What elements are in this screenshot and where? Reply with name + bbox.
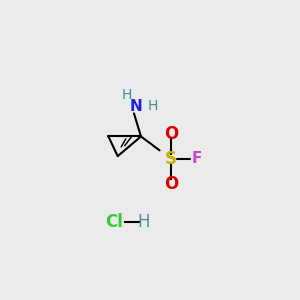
Text: O: O <box>164 175 178 193</box>
Text: O: O <box>164 125 178 143</box>
Text: Cl: Cl <box>105 213 123 231</box>
Text: H: H <box>137 213 149 231</box>
Text: S: S <box>165 150 177 168</box>
Text: H: H <box>147 100 158 113</box>
Text: H: H <box>122 88 132 102</box>
Text: F: F <box>192 152 202 166</box>
Text: N: N <box>130 99 143 114</box>
